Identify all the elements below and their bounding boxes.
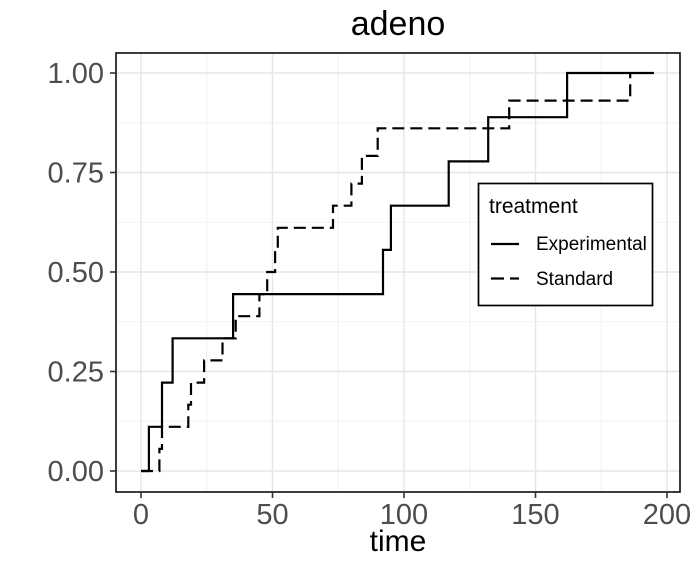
x-tick-labels: 0 50 100 150 200	[133, 499, 691, 531]
chart-title: adeno	[351, 5, 446, 43]
y-tick-labels: 0.00 0.25 0.50 0.75 1.00	[48, 58, 104, 488]
x-tick-label: 150	[511, 499, 559, 531]
y-tick-label: 1.00	[48, 58, 104, 90]
x-tick-label: 200	[643, 499, 691, 531]
y-tick-label: 0.00	[48, 456, 104, 488]
legend-title: treatment	[489, 195, 578, 218]
x-tick-label: 0	[133, 499, 149, 531]
y-tick-label: 0.25	[48, 357, 104, 389]
legend-label-experimental: Experimental	[536, 234, 647, 255]
survival-curves	[141, 71, 654, 473]
experimental-curve	[141, 71, 654, 473]
y-tick-label: 0.50	[48, 257, 104, 289]
x-axis-label: time	[370, 525, 427, 558]
legend: treatment Experimental Standard	[477, 182, 654, 307]
x-tick-label: 50	[256, 499, 288, 531]
x-tick-label: 100	[380, 499, 428, 531]
legend-label-standard: Standard	[536, 269, 613, 290]
y-tick-label: 0.75	[48, 158, 104, 190]
axis-ticks	[110, 72, 668, 498]
standard-curve	[141, 73, 632, 473]
